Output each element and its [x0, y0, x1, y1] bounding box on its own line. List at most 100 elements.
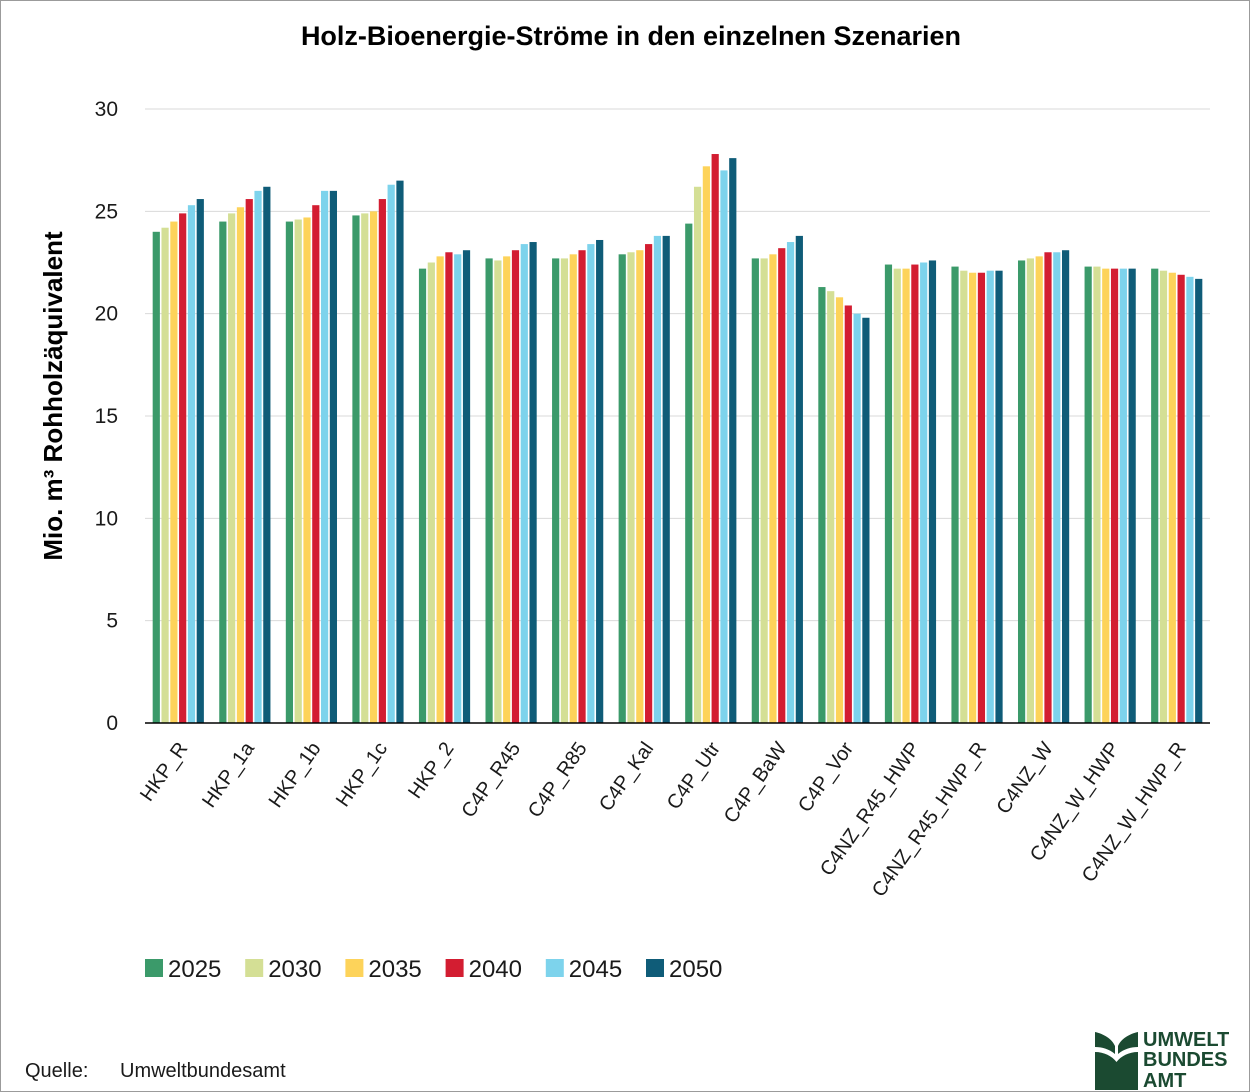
logo-text-line-3: AMT [1143, 1070, 1186, 1092]
bar-2035-c4p-r85 [569, 254, 577, 723]
bar-2025-hkp-2 [418, 268, 427, 723]
y-tick-label-30: 30 [95, 98, 118, 121]
bar-2035-c4nz-w-hwp-r [1168, 272, 1176, 723]
bar-2040-c4p-baw [778, 248, 786, 723]
bar-2040-c4nz-w [1044, 252, 1052, 723]
bar-2035-c4p-vor [835, 297, 844, 723]
bar-2030-c4nz-w-hwp-r [1159, 270, 1168, 723]
bar-2030-c4p-baw [760, 258, 768, 723]
legend-label-2050: 2050 [669, 956, 722, 983]
bar-2040-hkp-r [179, 213, 187, 723]
chart-title: Holz-Bioenergie-Ströme in den einzelnen … [301, 21, 961, 51]
legend-swatch-2025 [145, 959, 163, 977]
legend-item-2025: 2025 [145, 956, 221, 983]
bar-2035-hkp-2 [436, 256, 444, 723]
bar-2045-c4p-kal [653, 235, 662, 724]
bar-2050-c4p-utr [729, 158, 737, 723]
uba-logo-mark-icon [1095, 1032, 1138, 1090]
bar-2035-c4nz-r45-hwp [902, 268, 910, 723]
bar-2035-c4nz-r45-hwp-r [969, 272, 977, 723]
bar-2045-c4p-utr [720, 170, 728, 723]
bar-2040-c4nz-w-hwp [1110, 268, 1119, 723]
bar-2045-c4nz-w [1053, 252, 1061, 723]
y-tick-label-25: 25 [95, 200, 118, 223]
bar-2025-c4p-r45 [485, 258, 493, 723]
bar-2045-hkp-2 [454, 254, 462, 723]
y-axis-label: Mio. m³ Rohholzäquivalent [38, 231, 68, 561]
bar-2040-hkp-1b [312, 205, 320, 723]
bar-2030-hkp-1c [361, 213, 369, 723]
legend-swatch-2035 [345, 959, 364, 977]
bar-2050-c4p-baw [795, 235, 803, 724]
bar-series [152, 154, 1203, 724]
legend: 2025 2030 2035 2040 2045 2050 [145, 956, 722, 983]
bar-2025-c4nz-r45-hwp-r [951, 266, 959, 723]
bar-2045-hkp-1b [321, 190, 329, 723]
bar-2025-c4nz-r45-hwp [884, 264, 893, 723]
legend-label-2025: 2025 [168, 956, 221, 983]
bar-2025-hkp-1b [285, 221, 294, 724]
bar-2050-c4nz-r45-hwp [928, 260, 937, 723]
bar-2045-c4p-vor [853, 313, 861, 723]
y-tick-label-0: 0 [106, 712, 118, 735]
legend-item-2050: 2050 [646, 956, 722, 983]
legend-item-2040: 2040 [445, 956, 522, 983]
bar-2050-hkp-1a [263, 186, 271, 724]
bar-2040-c4nz-w-hwp-r [1177, 274, 1185, 723]
bar-2025-c4nz-w [1017, 260, 1026, 723]
bar-2035-c4nz-w [1035, 256, 1043, 723]
bar-2045-c4nz-r45-hwp-r [986, 270, 994, 723]
bar-2045-c4p-r45 [520, 244, 528, 723]
bar-2035-c4p-baw [769, 254, 777, 723]
bar-2025-c4p-baw [751, 258, 759, 723]
bar-2050-c4p-vor [862, 317, 870, 723]
bar-2035-c4nz-w-hwp [1102, 268, 1110, 723]
logo-base-block [1095, 1052, 1138, 1090]
bar-2030-c4nz-w-hwp [1093, 266, 1101, 723]
bar-2050-hkp-2 [462, 250, 471, 723]
logo-text-line-2: BUNDES [1143, 1049, 1227, 1071]
bar-2035-hkp-1c [369, 211, 378, 724]
bar-2050-hkp-1b [329, 190, 338, 723]
bar-2025-c4nz-w-hwp [1084, 266, 1092, 723]
bar-2045-hkp-r [187, 205, 196, 723]
bar-2045-c4nz-w-hwp [1119, 268, 1127, 723]
bar-2035-hkp-r [170, 221, 178, 724]
source-label: Quelle: [25, 1060, 88, 1082]
logo-text-line-1: UMWELT [1143, 1029, 1229, 1051]
bar-2030-hkp-1a [228, 213, 236, 723]
y-tick-label-20: 20 [95, 303, 118, 326]
bar-2025-c4p-r85 [552, 258, 560, 723]
bar-2030-hkp-1b [294, 219, 302, 723]
bar-2030-hkp-r [161, 227, 169, 723]
bar-2050-c4nz-w-hwp [1128, 268, 1136, 723]
bar-2025-c4nz-w-hwp-r [1151, 268, 1159, 723]
bar-2050-hkp-r [196, 199, 204, 723]
bar-2045-hkp-1a [254, 190, 262, 723]
uba-logo: UMWELT BUNDES AMT [1095, 1029, 1229, 1092]
bar-2035-c4p-utr [702, 166, 710, 724]
legend-swatch-2045 [545, 959, 564, 977]
legend-swatch-2030 [245, 959, 264, 977]
bar-2030-c4p-vor [827, 291, 835, 723]
y-axis-tick-labels: 0 5 10 15 20 25 30 [95, 98, 118, 735]
bar-2040-c4p-r85 [578, 250, 586, 723]
legend-item-2045: 2045 [545, 956, 622, 983]
bar-2050-c4p-r85 [596, 239, 604, 723]
bar-2045-hkp-1c [387, 184, 395, 723]
bar-2050-c4nz-w [1061, 250, 1070, 723]
legend-label-2035: 2035 [368, 956, 421, 983]
bar-2040-c4p-kal [645, 244, 653, 723]
bar-2045-c4p-baw [786, 242, 795, 724]
bar-2035-c4p-kal [636, 250, 644, 723]
logo-leaf-left [1095, 1032, 1115, 1054]
logo-leaf-right [1118, 1032, 1138, 1054]
bar-2035-hkp-1b [303, 217, 311, 723]
bar-2030-hkp-2 [427, 262, 435, 723]
bar-2030-c4p-utr [693, 186, 702, 724]
y-tick-label-15: 15 [95, 405, 118, 428]
bar-2045-c4nz-r45-hwp [920, 262, 928, 723]
y-tick-label-5: 5 [106, 610, 118, 633]
bar-2045-c4p-r85 [587, 244, 595, 723]
